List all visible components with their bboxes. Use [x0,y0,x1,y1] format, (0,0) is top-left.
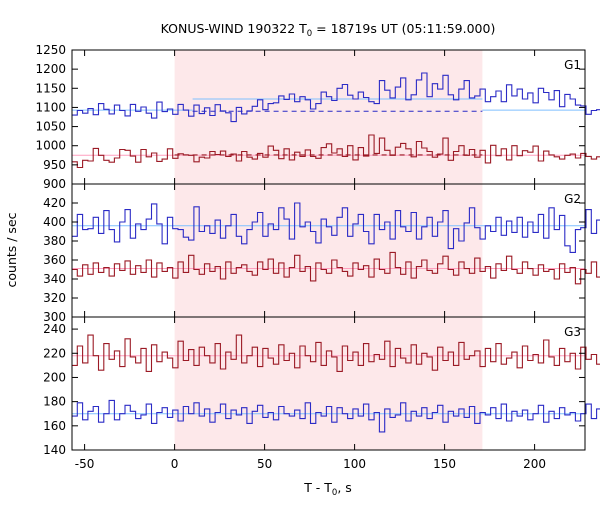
chart-title: KONUS-WIND 190322 T0 = 18719s UT (05:11:… [161,21,496,39]
panel-label: G3 [564,325,581,339]
y-tick-label: 950 [43,158,66,172]
y-tick-label: 300 [43,310,66,324]
series-red-line [72,134,600,169]
title-subscript: 0 [307,29,312,39]
y-axis-label: counts / sec [4,212,19,287]
y-tick-label: 360 [43,253,66,267]
y-tick-label: 1000 [35,139,66,153]
title-prefix: KONUS-WIND 190322 T [161,21,307,36]
y-tick-label: 240 [43,322,66,336]
y-tick-label: 180 [43,395,66,409]
y-tick-label: 1150 [35,81,66,95]
x-tick-label: -50 [75,457,95,471]
y-tick-label: 140 [43,443,66,457]
series-blue-line [72,72,600,123]
y-tick-label: 400 [43,215,66,229]
panels-group: 900950100010501100115012001250G130032034… [35,43,600,471]
y-tick-label: 160 [43,419,66,433]
xlabel-suffix: , s [337,480,351,495]
y-tick-label: 1100 [35,100,66,114]
y-tick-label: 320 [43,291,66,305]
y-tick-label: 1050 [35,120,66,134]
y-tick-label: 420 [43,196,66,210]
x-axis-label: T - T0, s [303,480,352,498]
panel-frame [71,316,586,451]
x-tick-label: 200 [523,457,546,471]
y-tick-label: 220 [43,346,66,360]
series-blue-line [72,399,600,433]
xlabel-subscript: 0 [332,488,337,498]
highlight-interval [174,317,483,450]
x-tick-label: 50 [257,457,272,471]
series-blue-line [72,202,600,253]
x-tick-label: 0 [171,457,179,471]
highlight-interval [174,184,483,317]
y-tick-label: 340 [43,272,66,286]
x-tick-label: 150 [433,457,456,471]
y-tick-label: 900 [43,177,66,191]
series-red-line [72,334,600,372]
title-suffix: = 18719s UT (05:11:59.000) [312,21,495,36]
y-tick-label: 200 [43,370,66,384]
panel-g3: 140 160 180 200 220 240 G3 [43,316,600,457]
y-tick-label: 1200 [35,62,66,76]
panel-g1: 900 950 1000 1050 1100 1150 1200 1250 G1 [35,43,600,191]
y-tick-label: 1250 [35,43,66,57]
series-red-line [72,251,600,285]
y-tick-label: 380 [43,234,66,248]
panel-label: G2 [564,192,581,206]
panel-label: G1 [564,58,581,72]
xlabel-prefix: T - T [303,480,332,495]
panel-g2: 300 320 340 360 380 400 420 G2 [43,183,600,324]
x-tick-label: 100 [343,457,366,471]
highlight-interval [174,50,483,184]
